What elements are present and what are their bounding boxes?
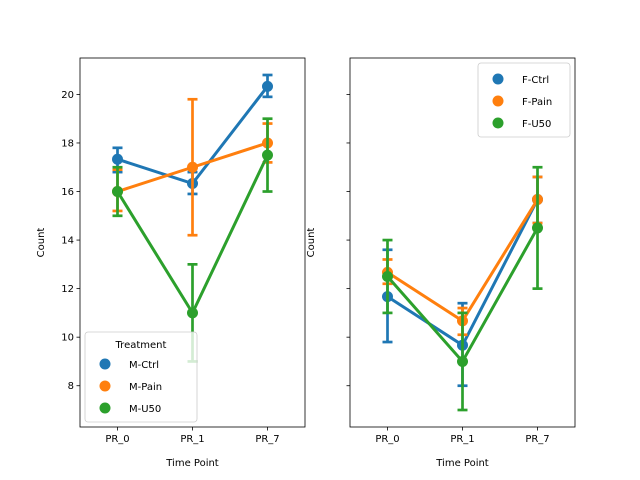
legend-box (84, 331, 198, 423)
x-tick-label: PR_7 (525, 434, 549, 445)
data-point (187, 161, 198, 173)
y-tick-label: 8 (68, 381, 74, 392)
legend-title: Treatment (115, 340, 167, 351)
legend-entry: F-Ctrl (522, 75, 549, 86)
data-point (112, 186, 123, 198)
data-point (532, 222, 543, 234)
legend-entry: F-U50 (522, 119, 551, 130)
legend: F-Ctrl F-Pain F-U50 (477, 62, 571, 138)
y-tick-label: 10 (61, 333, 74, 344)
data-point (112, 153, 123, 165)
legend-marker (99, 380, 111, 392)
x-axis-label: Time Point (165, 458, 219, 469)
y-tick-label: 20 (61, 90, 74, 101)
data-point (457, 355, 468, 367)
legend-entry: M-Ctrl (129, 360, 159, 371)
data-point (262, 80, 273, 92)
legend-marker (492, 117, 504, 129)
legend: Treatment M-Ctrl M-Pain M-U50 (84, 331, 198, 423)
x-axis-label: Time Point (435, 458, 489, 469)
y-tick-label: 12 (61, 284, 74, 295)
data-point (262, 149, 273, 161)
legend-marker (99, 358, 111, 370)
series-M-Pain (112, 97, 273, 237)
data-point (187, 307, 198, 319)
y-tick-label: 14 (61, 236, 74, 247)
series-F-U50 (382, 165, 543, 412)
legend-entry: M-U50 (129, 404, 161, 415)
legend-marker (99, 402, 111, 414)
data-point (382, 270, 393, 282)
x-tick-label: PR_0 (105, 434, 129, 445)
x-tick-label: PR_1 (450, 434, 474, 445)
legend-marker (492, 73, 504, 85)
y-axis-label: Count (36, 228, 47, 258)
left-panel: 8 10 12 14 16 18 20 PR_0 PR_1 PR_7 Time Point Count… (36, 57, 306, 469)
x-tick-label: PR_1 (180, 434, 204, 445)
x-tick-label: PR_7 (255, 434, 279, 445)
series-F-Pain (382, 175, 543, 337)
y-axis-label: Count (306, 228, 317, 258)
y-tick-label: 16 (61, 187, 74, 198)
legend-entry: F-Pain (522, 97, 552, 108)
y-tick-label: 18 (61, 138, 74, 149)
legend-entry: M-Pain (129, 382, 162, 393)
x-tick-label: PR_0 (375, 434, 399, 445)
legend-marker (492, 95, 504, 107)
